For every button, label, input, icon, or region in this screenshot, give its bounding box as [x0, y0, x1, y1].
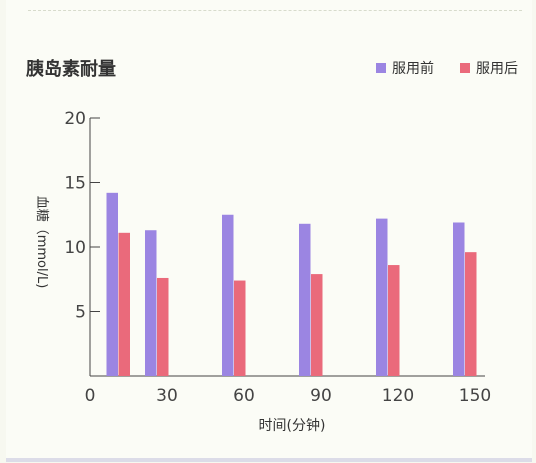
chart-title: 胰岛素耐量 [26, 59, 116, 80]
x-tick-label: 30 [156, 386, 178, 406]
legend-swatch-before [376, 63, 386, 73]
bar-before-60 [222, 214, 234, 376]
bar-after-150 [465, 252, 477, 376]
x-tick-label: 150 [459, 386, 491, 406]
bar-after-30 [157, 277, 169, 376]
legend-label-before: 服用前 [392, 61, 434, 77]
legend-item-before[interactable]: 服用前 [376, 58, 434, 78]
x-tick-label: 90 [310, 386, 332, 406]
bar-before-120 [376, 218, 388, 376]
top-divider [28, 10, 522, 11]
legend-swatch-after [460, 63, 470, 73]
x-axis-label: 时间(分钟) [259, 417, 326, 434]
bar-after-120 [388, 265, 400, 376]
legend: 服用前 服用后 [376, 58, 518, 78]
chart-card [6, 0, 532, 462]
x-tick-label: 60 [233, 386, 255, 406]
bar-after-60 [234, 280, 246, 376]
x-tick-label: 0 [85, 386, 96, 406]
bar-after-90 [311, 274, 323, 376]
y-tick-label: 10 [64, 238, 86, 258]
bar-before-15 [106, 192, 118, 376]
bar-before-90 [299, 223, 311, 376]
bar-before-150 [453, 222, 465, 376]
legend-label-after: 服用后 [476, 61, 518, 77]
bar-after-15 [118, 232, 130, 376]
x-tick-label: 120 [382, 386, 414, 406]
y-tick-label: 15 [64, 174, 86, 194]
y-axis-label: 血糖（mmol/L) [34, 196, 50, 289]
y-tick-label: 20 [64, 109, 86, 129]
y-tick-label: 5 [75, 303, 86, 323]
legend-item-after[interactable]: 服用后 [460, 58, 518, 78]
bar-before-30 [145, 230, 157, 376]
